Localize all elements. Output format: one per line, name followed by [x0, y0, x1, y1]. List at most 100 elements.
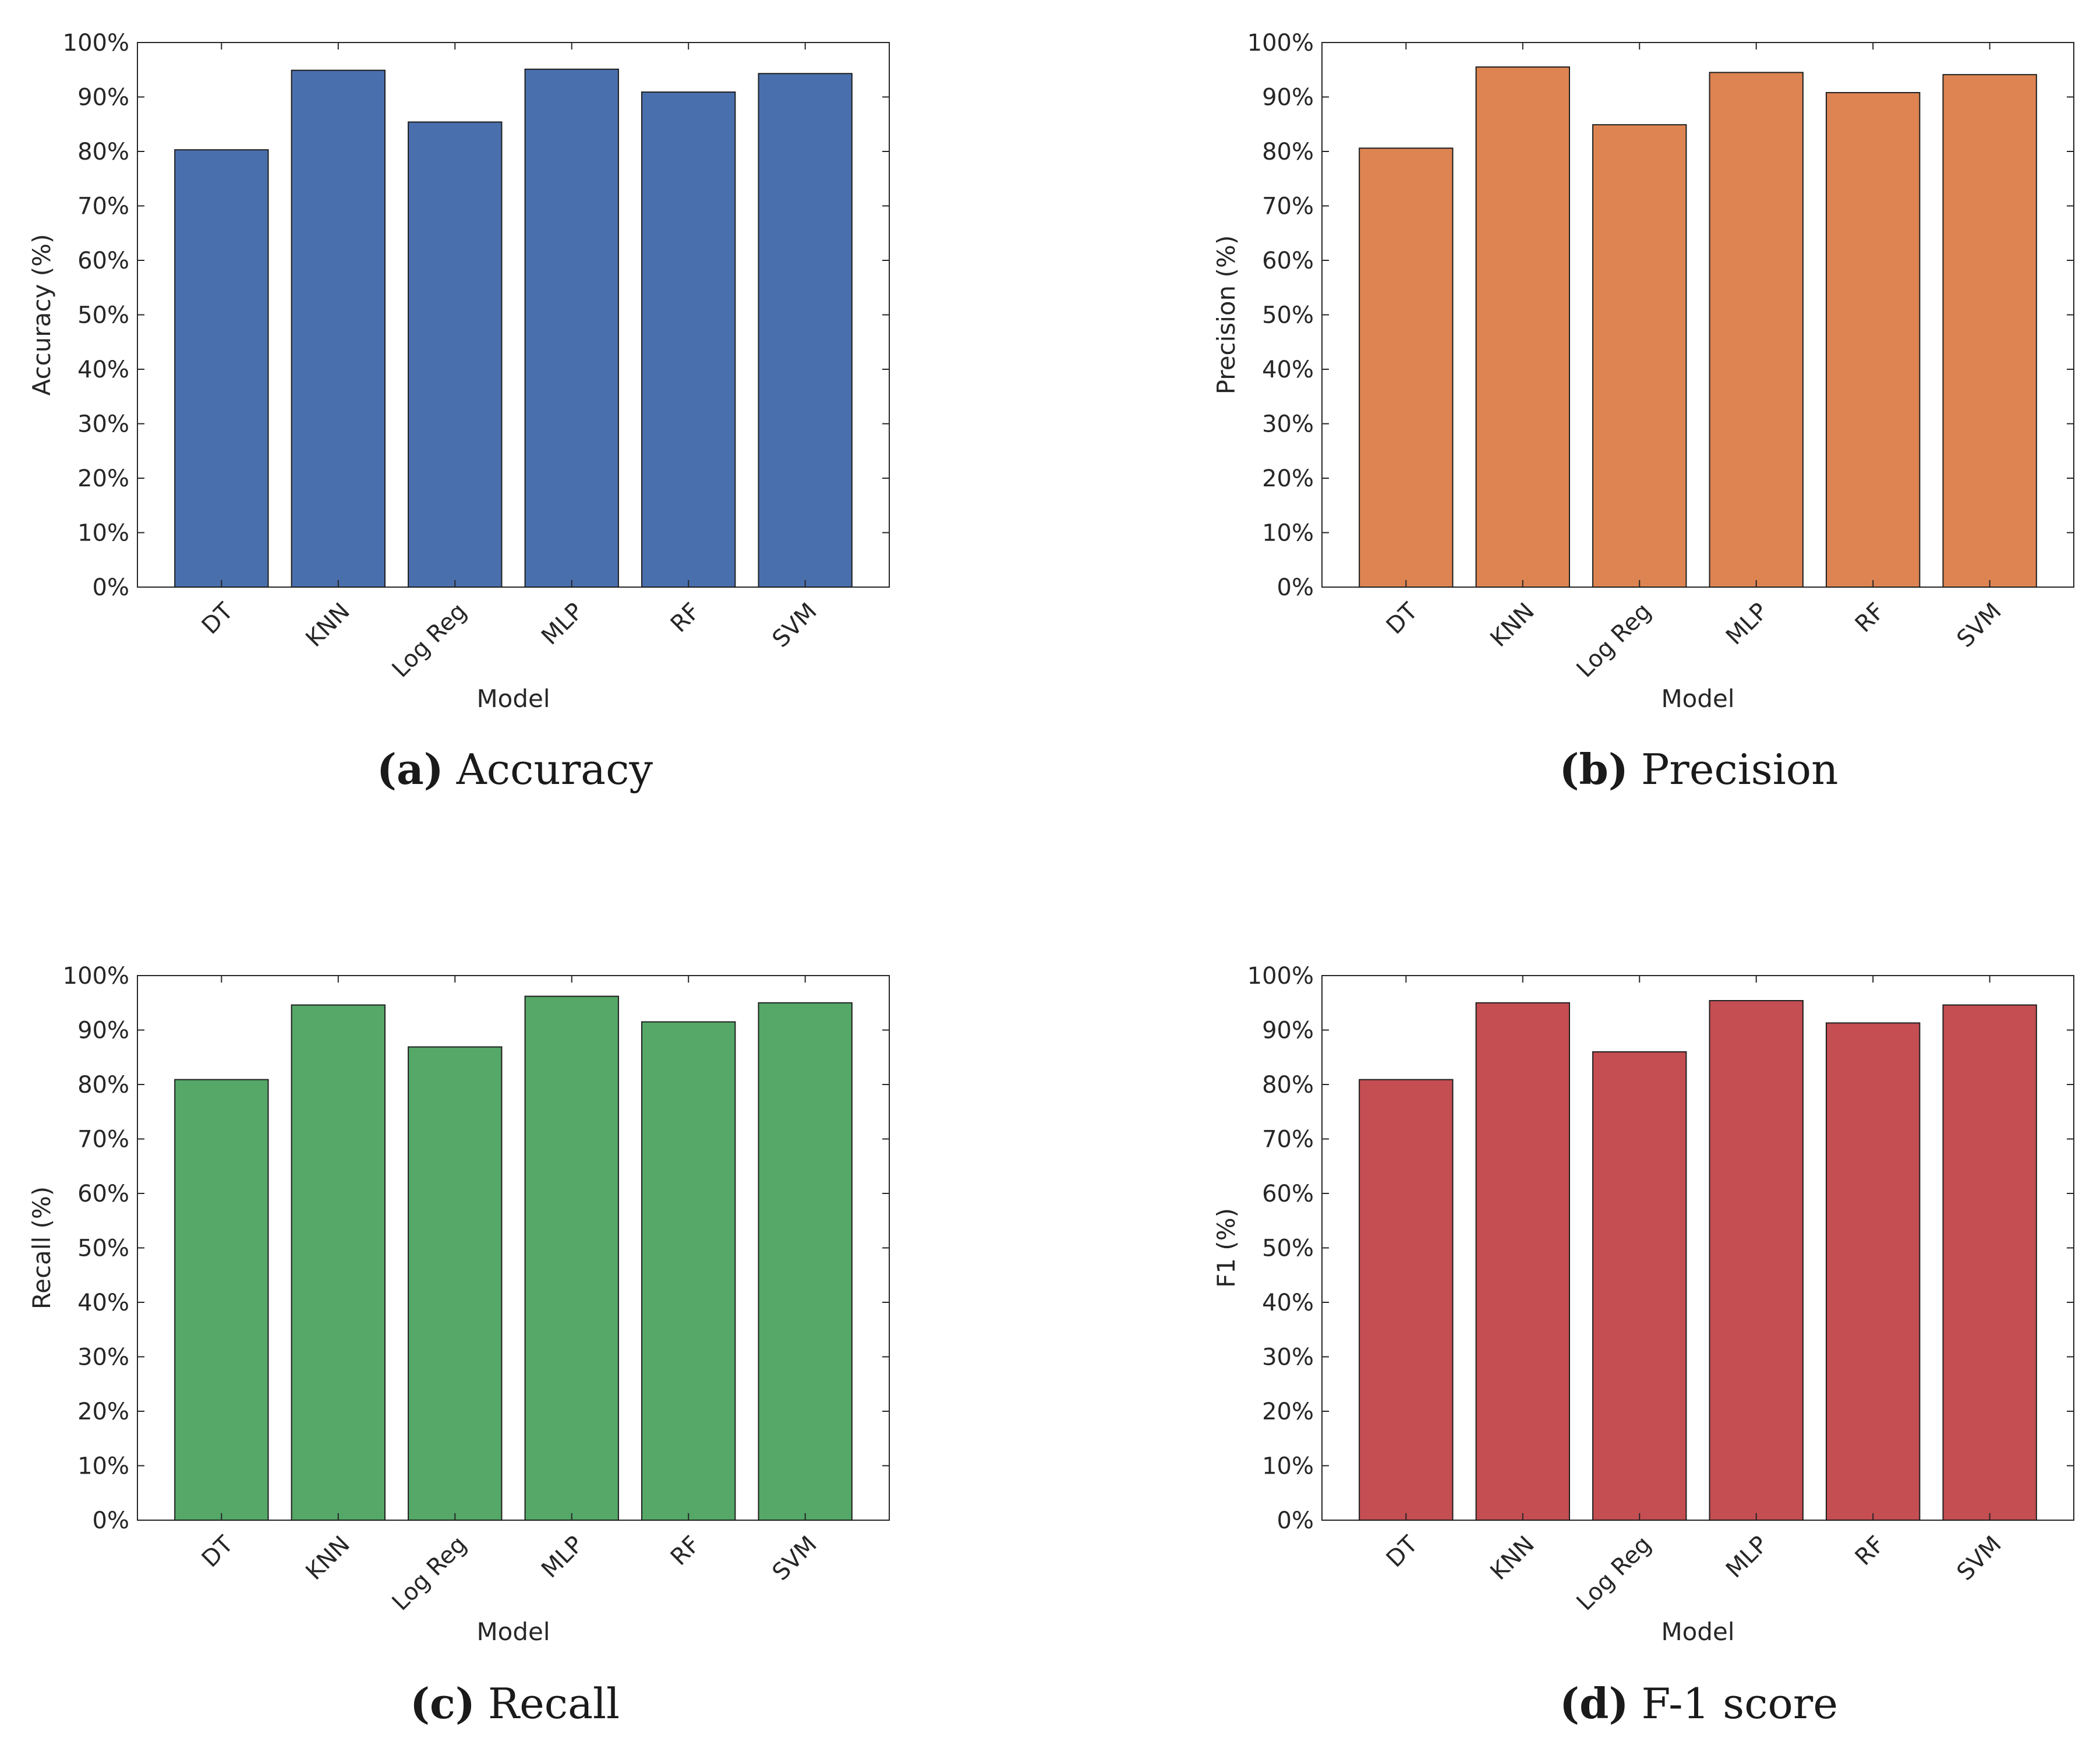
y-tick-label-c-6: 60% — [77, 1181, 129, 1207]
y-tick-label-b-10: 100% — [1247, 30, 1314, 56]
x-tick-label-a-2: Log Reg — [387, 598, 472, 683]
bar-d-0 — [1359, 1079, 1454, 1521]
x-axis-label-a: Model — [476, 684, 550, 713]
y-tick-label-d-8: 80% — [1262, 1072, 1314, 1098]
y-tick-label-b-6: 60% — [1262, 248, 1314, 274]
y-tick-label-b-1: 10% — [1262, 520, 1314, 547]
y-tick-label-b-5: 50% — [1262, 302, 1314, 329]
y-tick-label-d-2: 20% — [1262, 1398, 1314, 1425]
y-tick-label-a-1: 10% — [77, 520, 129, 547]
caption-c-text: Recall — [487, 1679, 620, 1728]
y-tick-label-b-4: 40% — [1262, 356, 1314, 383]
x-axis-label-c: Model — [476, 1617, 550, 1646]
y-tick-label-a-6: 60% — [77, 248, 129, 274]
x-tick-label-d-2: Log Reg — [1572, 1531, 1657, 1616]
y-tick-label-a-0: 0% — [93, 574, 129, 601]
y-tick-label-d-10: 100% — [1247, 963, 1314, 990]
x-tick-label-d-3: MLP — [1721, 1531, 1773, 1584]
caption-a-text: Accuracy — [456, 745, 653, 794]
x-tick-label-a-3: MLP — [536, 598, 589, 651]
chart-a: DT KNN Log Reg MLP RF SVM 0% 10% 20% 30% 40% 50% 60%… — [27, 30, 890, 713]
bar-b-4 — [1826, 92, 1921, 588]
y-tick-label-c-7: 70% — [77, 1126, 129, 1153]
y-tick-label-d-9: 90% — [1262, 1018, 1314, 1044]
x-tick-label-c-1: KNN — [300, 1531, 355, 1585]
y-tick-label-b-8: 80% — [1262, 139, 1314, 165]
bar-d-4 — [1826, 1022, 1921, 1521]
bar-b-5 — [1942, 74, 2037, 588]
caption-b-tag: (b) — [1559, 744, 1628, 794]
x-axis-label-b: Model — [1661, 684, 1734, 713]
y-tick-label-c-9: 90% — [77, 1018, 129, 1044]
y-tick-label-c-5: 50% — [77, 1235, 129, 1262]
x-tick-label-c-0: DT — [197, 1531, 239, 1573]
y-tick-label-d-0: 0% — [1277, 1507, 1314, 1534]
x-tick-label-b-5: SVM — [1952, 598, 2007, 653]
y-tick-label-d-4: 40% — [1262, 1290, 1314, 1316]
x-tick-label-a-0: DT — [197, 598, 239, 640]
caption-d-text: F-1 score — [1641, 1679, 1838, 1728]
bar-b-0 — [1359, 147, 1454, 588]
y-tick-label-c-3: 30% — [77, 1344, 129, 1371]
bar-a-0 — [174, 149, 269, 588]
y-axis-label-a: Accuracy (%) — [27, 234, 56, 396]
x-tick-label-d-1: KNN — [1485, 1531, 1539, 1585]
y-tick-label-d-1: 10% — [1262, 1453, 1314, 1480]
y-tick-label-a-5: 50% — [77, 302, 129, 329]
x-tick-label-b-4: RF — [1850, 598, 1890, 638]
y-tick-label-d-7: 70% — [1262, 1126, 1314, 1153]
y-tick-label-a-7: 70% — [77, 193, 129, 220]
x-tick-label-c-3: MLP — [536, 1531, 589, 1584]
bar-c-1 — [291, 1004, 386, 1521]
caption-b: (b) Precision — [1559, 744, 1838, 794]
x-tick-label-c-5: SVM — [768, 1531, 822, 1586]
x-tick-label-a-1: KNN — [300, 598, 355, 652]
bar-c-5 — [758, 1002, 853, 1521]
caption-d: (d) F-1 score — [1560, 1679, 1838, 1728]
y-tick-label-b-0: 0% — [1277, 574, 1314, 601]
bar-b-3 — [1709, 72, 1804, 588]
y-tick-label-c-0: 0% — [93, 1507, 129, 1534]
y-tick-label-a-9: 90% — [77, 84, 129, 111]
y-tick-label-a-2: 20% — [77, 465, 129, 492]
y-tick-label-a-3: 30% — [77, 411, 129, 438]
chart-c: DT KNN Log Reg MLP RF SVM 0% 10% 20% 30% 40% 50% 60%… — [27, 963, 890, 1646]
x-tick-label-b-3: MLP — [1721, 598, 1773, 651]
y-tick-label-a-8: 80% — [77, 139, 129, 165]
bar-d-5 — [1942, 1004, 2037, 1521]
y-tick-label-b-3: 30% — [1262, 411, 1314, 438]
y-tick-label-c-8: 80% — [77, 1072, 129, 1098]
y-tick-label-a-10: 100% — [63, 30, 129, 56]
bar-d-3 — [1709, 1000, 1804, 1521]
y-axis-label-c: Recall (%) — [27, 1186, 56, 1309]
y-tick-label-c-4: 40% — [77, 1290, 129, 1316]
x-tick-label-c-4: RF — [666, 1531, 705, 1571]
caption-c-tag: (c) — [409, 1679, 475, 1728]
bar-d-1 — [1475, 1002, 1570, 1521]
x-tick-label-d-5: SVM — [1952, 1531, 2007, 1586]
bar-c-4 — [641, 1021, 736, 1521]
bar-d-2 — [1592, 1051, 1687, 1521]
caption-a: (a) Accuracy — [377, 744, 653, 794]
y-tick-label-b-7: 70% — [1262, 193, 1314, 220]
y-tick-label-a-4: 40% — [77, 356, 129, 383]
bar-a-4 — [641, 91, 736, 588]
x-tick-label-b-0: DT — [1381, 598, 1423, 640]
bar-a-1 — [291, 69, 386, 588]
bar-c-2 — [408, 1046, 503, 1521]
bar-a-3 — [524, 68, 619, 588]
bar-a-2 — [408, 121, 503, 588]
x-tick-label-b-1: KNN — [1485, 598, 1539, 652]
bar-c-3 — [524, 995, 619, 1521]
x-tick-label-d-4: RF — [1850, 1531, 1890, 1571]
y-tick-label-b-9: 90% — [1262, 84, 1314, 111]
chart-d: DT KNN Log Reg MLP RF SVM 0% 10% 20% 30% 40% 50% 60%… — [1212, 963, 2074, 1646]
x-tick-label-d-0: DT — [1381, 1531, 1423, 1573]
x-axis-label-d: Model — [1661, 1617, 1734, 1646]
x-tick-label-a-5: SVM — [768, 598, 822, 653]
y-tick-label-d-6: 60% — [1262, 1181, 1314, 1207]
y-axis-label-d: F1 (%) — [1212, 1208, 1240, 1288]
x-tick-label-c-2: Log Reg — [387, 1531, 472, 1616]
